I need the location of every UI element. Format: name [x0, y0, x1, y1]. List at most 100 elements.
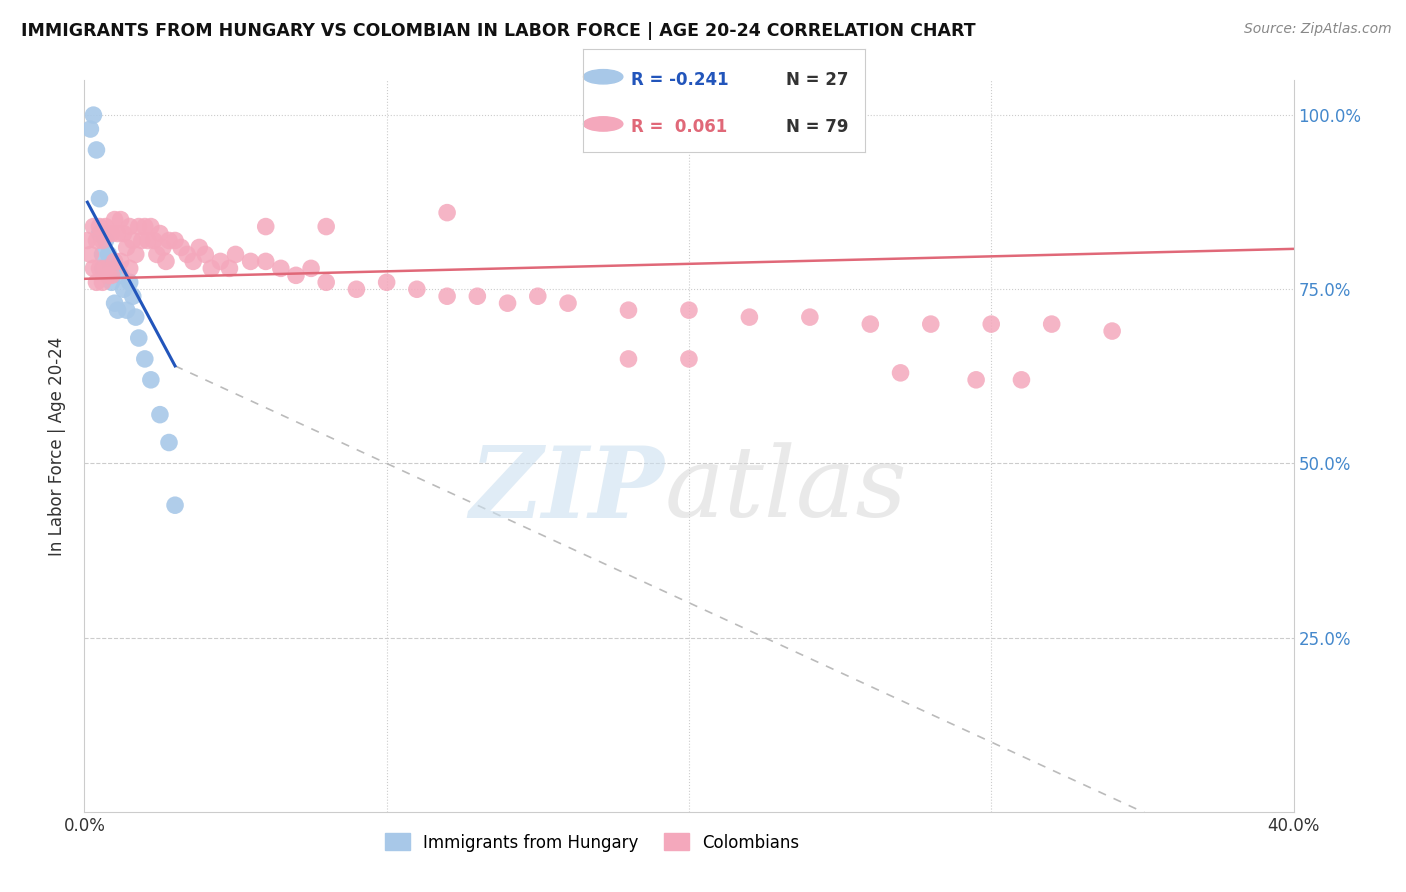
Point: [97, 268, 120, 283]
Point: [110, 254, 132, 268]
Point: [97, 268, 120, 283]
Point: [859, 317, 882, 331]
Point: [125, 310, 148, 325]
Point: [890, 366, 912, 380]
Point: [79, 247, 101, 261]
Point: [920, 317, 942, 331]
Point: [115, 240, 138, 254]
Point: [94, 219, 117, 234]
Point: [270, 261, 292, 276]
Point: [315, 219, 337, 234]
Point: [142, 234, 165, 248]
Point: [91, 261, 114, 276]
Point: [678, 303, 700, 318]
Point: [965, 373, 987, 387]
Point: [496, 296, 519, 310]
Point: [94, 261, 117, 276]
Point: [176, 247, 198, 261]
Point: [86, 143, 108, 157]
Point: [104, 212, 127, 227]
Point: [89, 261, 111, 276]
Point: [315, 275, 337, 289]
Point: [97, 247, 120, 261]
Text: ZIP: ZIP: [470, 442, 665, 538]
Point: [157, 234, 180, 248]
Point: [617, 351, 640, 366]
Point: [299, 261, 322, 276]
Point: [375, 275, 398, 289]
Point: [118, 219, 141, 234]
Point: [100, 268, 122, 283]
Point: [557, 296, 579, 310]
Point: [152, 240, 174, 254]
Point: [110, 212, 132, 227]
Point: [125, 247, 148, 261]
Point: [110, 268, 132, 283]
Point: [118, 261, 141, 276]
Point: [118, 275, 141, 289]
Point: [100, 227, 122, 241]
Point: [194, 247, 217, 261]
Point: [104, 261, 127, 276]
Legend: Immigrants from Hungary, Colombians: Immigrants from Hungary, Colombians: [378, 827, 806, 858]
Point: [181, 254, 204, 268]
Point: [527, 289, 550, 303]
Point: [406, 282, 429, 296]
Point: [134, 351, 156, 366]
Point: [89, 227, 111, 241]
Point: [94, 234, 117, 248]
Point: [209, 254, 232, 268]
Point: [799, 310, 821, 325]
Y-axis label: In Labor Force | Age 20-24: In Labor Force | Age 20-24: [48, 336, 66, 556]
Point: [121, 234, 143, 248]
Point: [436, 205, 458, 219]
Point: [225, 247, 247, 261]
Point: [86, 275, 108, 289]
Point: [91, 234, 114, 248]
Point: [86, 234, 108, 248]
Text: N = 27: N = 27: [786, 70, 848, 89]
Point: [82, 108, 104, 122]
Point: [134, 219, 156, 234]
Point: [128, 331, 150, 345]
Point: [91, 275, 114, 289]
Point: [239, 254, 262, 268]
Point: [170, 240, 193, 254]
Text: R =  0.061: R = 0.061: [631, 118, 727, 136]
Point: [157, 435, 180, 450]
Point: [155, 254, 177, 268]
Point: [104, 254, 127, 268]
Point: [107, 303, 129, 318]
Point: [436, 289, 458, 303]
Point: [131, 234, 153, 248]
Text: N = 79: N = 79: [786, 118, 848, 136]
Point: [139, 373, 162, 387]
Point: [254, 219, 277, 234]
Point: [200, 261, 222, 276]
Point: [285, 268, 308, 283]
Point: [76, 234, 98, 248]
Point: [1040, 317, 1063, 331]
Point: [188, 240, 211, 254]
Point: [91, 247, 114, 261]
Point: [165, 498, 187, 512]
Point: [89, 192, 111, 206]
Point: [107, 227, 129, 241]
Point: [149, 408, 172, 422]
Point: [738, 310, 761, 325]
Point: [149, 227, 172, 241]
Point: [100, 275, 122, 289]
Point: [104, 296, 127, 310]
Text: IMMIGRANTS FROM HUNGARY VS COLOMBIAN IN LABOR FORCE | AGE 20-24 CORRELATION CHAR: IMMIGRANTS FROM HUNGARY VS COLOMBIAN IN …: [21, 22, 976, 40]
Text: Source: ZipAtlas.com: Source: ZipAtlas.com: [1244, 22, 1392, 37]
Point: [112, 227, 135, 241]
Point: [218, 261, 240, 276]
Point: [82, 261, 104, 276]
Point: [112, 282, 135, 296]
Point: [139, 219, 162, 234]
Circle shape: [583, 70, 623, 84]
Point: [136, 234, 159, 248]
Point: [121, 289, 143, 303]
Point: [346, 282, 368, 296]
Point: [82, 219, 104, 234]
